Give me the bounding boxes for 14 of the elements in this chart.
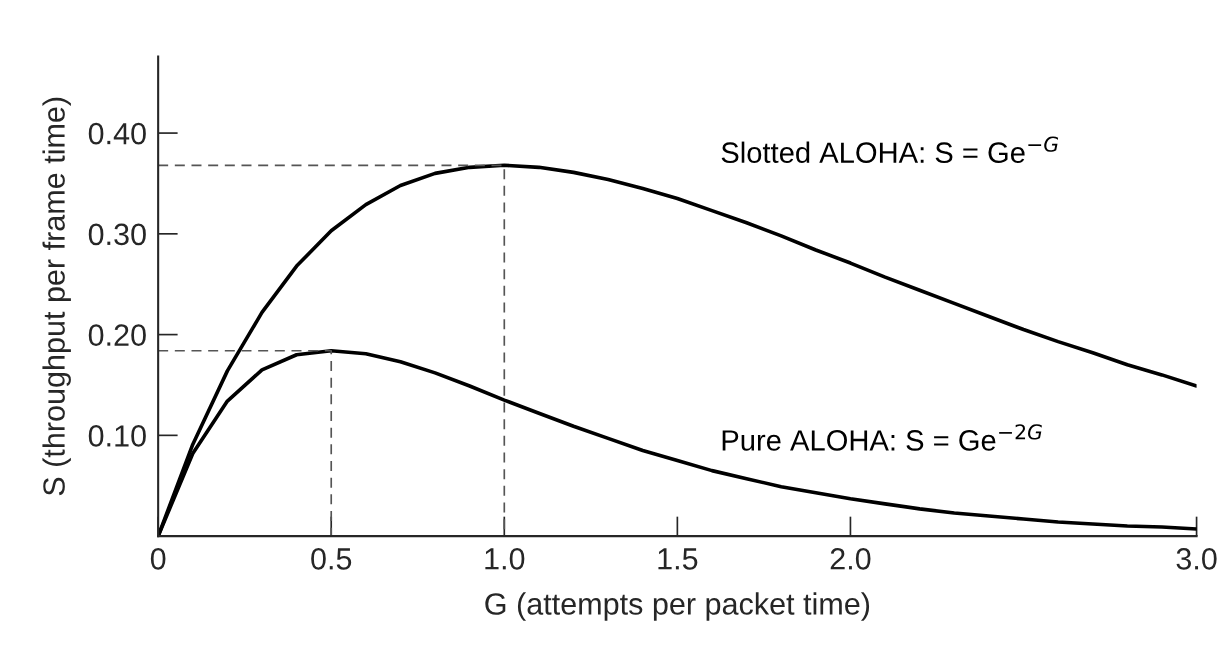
y-tick-label: 0.40 [88,122,146,145]
x-tick-label: 1.0 [485,548,525,570]
y-tick-label: 0.30 [88,223,146,246]
x-tick-label: 3.0 [1176,548,1217,570]
x-tick-label: 1.5 [658,548,698,570]
x-tick-label: 2.0 [830,548,871,570]
x-tick-label: 0.5 [311,548,352,570]
x-axis-title: G (attempts per packet time) [485,592,870,621]
y-tick-label: 0.10 [88,425,146,447]
y-tick-label: 0.20 [88,324,146,346]
series-label: Pure ALOHA: S = Ge$^{−2G}$ [722,424,1042,451]
y-axis-title: S (throughput per frame time) [42,97,71,496]
series-label: Slotted ALOHA: S = Ge$^{−G}$ [721,136,1059,164]
x-tick-label: 0 [150,548,166,570]
